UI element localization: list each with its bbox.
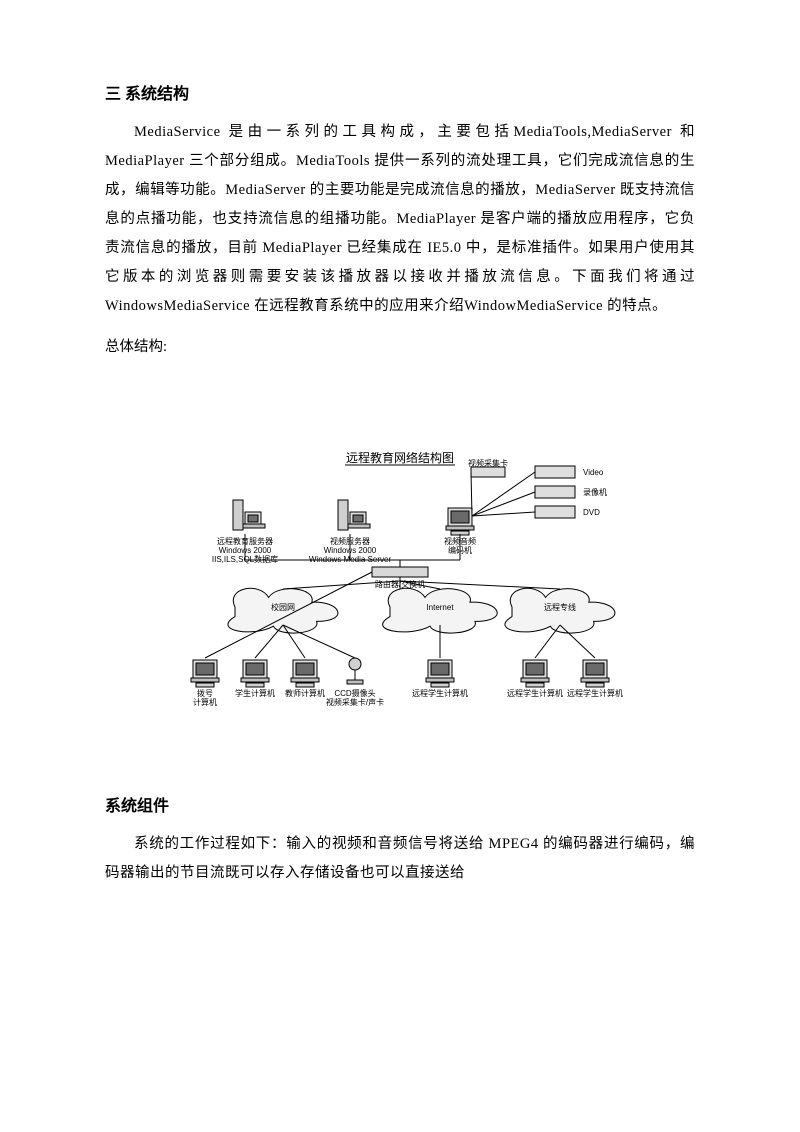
network-diagram: 远程教育网络结构图路由器/交换机远程教育服务器Windows 2000IIS,I… — [160, 452, 640, 722]
svg-text:DVD: DVD — [583, 508, 600, 517]
svg-text:编码机: 编码机 — [448, 545, 472, 555]
document-page: 三 系统结构 MediaService 是由一系列的工具构成，主要包括Media… — [0, 0, 800, 1132]
svg-text:远程学生计算机: 远程学生计算机 — [567, 688, 623, 698]
svg-text:远程学生计算机: 远程学生计算机 — [507, 688, 563, 698]
svg-text:视频采集卡: 视频采集卡 — [468, 458, 508, 468]
components-heading: 系统组件 — [105, 792, 695, 816]
svg-text:学生计算机: 学生计算机 — [235, 688, 275, 698]
body-paragraph-1: MediaService 是由一系列的工具构成，主要包括MediaTools,M… — [105, 118, 695, 321]
network-diagram-wrap: 远程教育网络结构图路由器/交换机远程教育服务器Windows 2000IIS,I… — [105, 452, 695, 722]
svg-text:视频音频: 视频音频 — [444, 536, 476, 546]
svg-text:Windows 2000: Windows 2000 — [219, 546, 272, 555]
svg-text:视频采集卡/声卡: 视频采集卡/声卡 — [326, 697, 384, 707]
svg-text:IIS,ILS,SQL数据库: IIS,ILS,SQL数据库 — [212, 554, 278, 564]
svg-text:Windows 2000: Windows 2000 — [324, 546, 377, 555]
svg-text:CCD摄像头: CCD摄像头 — [334, 688, 375, 698]
svg-text:校园网: 校园网 — [271, 602, 295, 612]
svg-text:视频服务器: 视频服务器 — [330, 536, 370, 546]
svg-text:Windows Media Server: Windows Media Server — [309, 555, 392, 564]
svg-text:录像机: 录像机 — [583, 487, 607, 497]
components-paragraph: 系统的工作过程如下：输入的视频和音频信号将送给 MPEG4 的编码器进行编码，编… — [105, 830, 695, 888]
svg-text:计算机: 计算机 — [193, 697, 217, 707]
svg-text:Internet: Internet — [426, 603, 454, 612]
structure-label: 总体结构: — [105, 333, 695, 362]
svg-text:拨号: 拨号 — [197, 688, 213, 698]
svg-text:Video: Video — [583, 468, 604, 477]
svg-text:远程教育服务器: 远程教育服务器 — [217, 536, 273, 546]
section-heading: 三 系统结构 — [105, 80, 695, 104]
svg-text:远程学生计算机: 远程学生计算机 — [412, 688, 468, 698]
svg-text:教师计算机: 教师计算机 — [285, 688, 325, 698]
svg-text:远程教育网络结构图: 远程教育网络结构图 — [346, 452, 454, 465]
svg-text:远程专线: 远程专线 — [544, 602, 576, 612]
